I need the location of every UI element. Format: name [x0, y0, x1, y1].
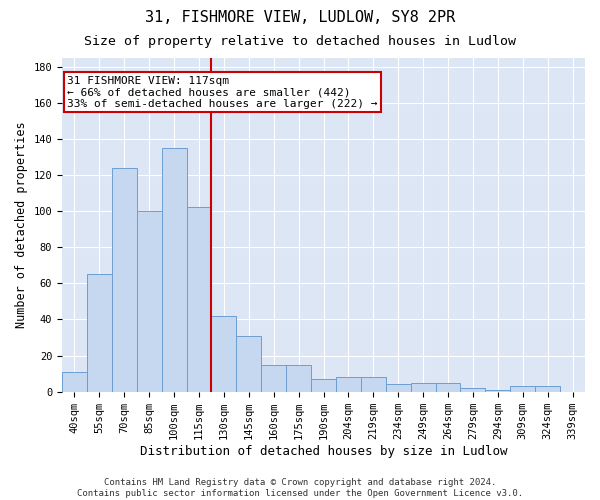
- Bar: [436, 382, 460, 392]
- Text: 31, FISHMORE VIEW, LUDLOW, SY8 2PR: 31, FISHMORE VIEW, LUDLOW, SY8 2PR: [145, 10, 455, 25]
- X-axis label: Distribution of detached houses by size in Ludlow: Distribution of detached houses by size …: [140, 444, 507, 458]
- Bar: [161, 148, 187, 392]
- Bar: [311, 379, 336, 392]
- Bar: [410, 382, 436, 392]
- Bar: [286, 364, 311, 392]
- Bar: [62, 372, 87, 392]
- Bar: [261, 364, 286, 392]
- Text: 31 FISHMORE VIEW: 117sqm
← 66% of detached houses are smaller (442)
33% of semi-: 31 FISHMORE VIEW: 117sqm ← 66% of detach…: [67, 76, 377, 109]
- Bar: [485, 390, 510, 392]
- Bar: [211, 316, 236, 392]
- Text: Size of property relative to detached houses in Ludlow: Size of property relative to detached ho…: [84, 35, 516, 48]
- Bar: [510, 386, 535, 392]
- Bar: [112, 168, 137, 392]
- Bar: [137, 211, 161, 392]
- Bar: [236, 336, 261, 392]
- Bar: [535, 386, 560, 392]
- Bar: [386, 384, 410, 392]
- Bar: [336, 378, 361, 392]
- Y-axis label: Number of detached properties: Number of detached properties: [15, 122, 28, 328]
- Bar: [187, 208, 211, 392]
- Text: Contains HM Land Registry data © Crown copyright and database right 2024.
Contai: Contains HM Land Registry data © Crown c…: [77, 478, 523, 498]
- Bar: [460, 388, 485, 392]
- Bar: [361, 378, 386, 392]
- Bar: [87, 274, 112, 392]
